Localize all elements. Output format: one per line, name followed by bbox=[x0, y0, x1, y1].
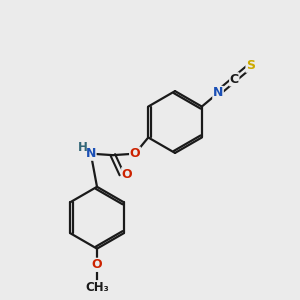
Text: CH₃: CH₃ bbox=[85, 281, 109, 294]
Text: O: O bbox=[130, 147, 140, 160]
Text: N: N bbox=[213, 86, 223, 99]
Text: C: C bbox=[230, 73, 239, 86]
Text: N: N bbox=[85, 147, 96, 160]
Text: H: H bbox=[78, 141, 88, 154]
Text: O: O bbox=[92, 258, 102, 271]
Text: S: S bbox=[246, 59, 255, 72]
Text: O: O bbox=[122, 168, 132, 181]
